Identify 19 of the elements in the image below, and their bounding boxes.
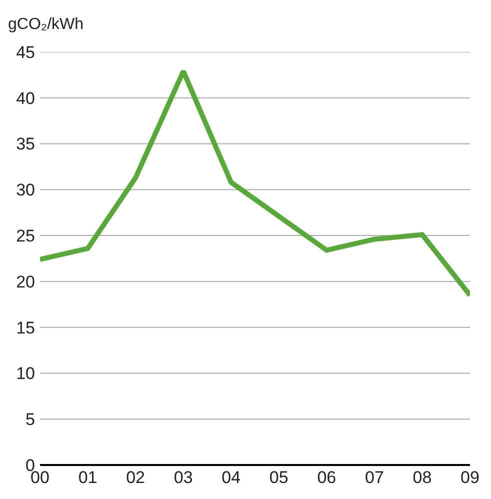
y-tick-label: 30 [16,180,35,200]
y-tick-label: 25 [16,226,35,246]
y-tick-label: 10 [16,364,35,384]
y-tick-label: 40 [16,88,35,108]
x-tick-label: 05 [269,468,288,487]
y-tick-label: 15 [16,318,35,338]
x-tick-label: 06 [317,468,336,487]
y-tick-label: 20 [16,272,35,292]
x-tick-label: 01 [78,468,98,487]
x-tick-label: 08 [412,468,432,487]
x-tick-label: 07 [364,468,384,487]
x-tick-label: 03 [174,468,193,487]
x-tick-label: 02 [126,468,146,487]
y-tick-label: 45 [16,42,35,62]
y-tick-label: 35 [16,134,35,154]
y-axis-title: gCO₂/kWh [8,16,84,33]
y-tick-label: 5 [26,410,35,430]
x-tick-label: 04 [222,468,241,487]
x-tick-label: 09 [460,468,480,487]
